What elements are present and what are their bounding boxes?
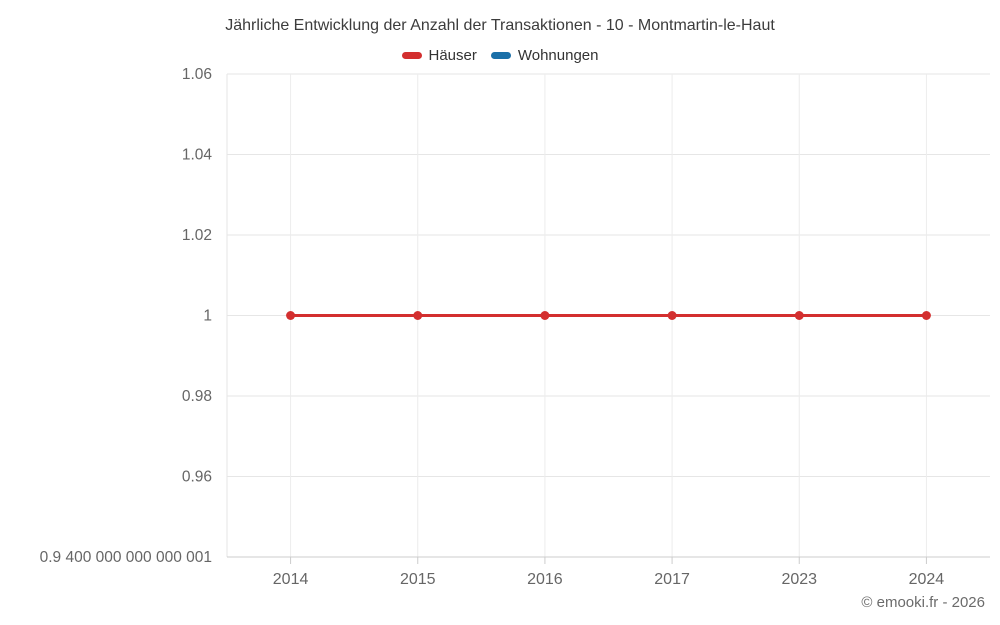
y-axis-tick-label: 1	[203, 308, 212, 325]
data-point-häuser-2014[interactable]	[286, 311, 296, 320]
data-point-häuser-2024[interactable]	[921, 311, 931, 320]
data-point-häuser-2015[interactable]	[413, 311, 423, 320]
y-axis-tick-label: 1.04	[182, 147, 213, 164]
x-axis-tick-label: 2014	[273, 571, 309, 588]
data-point-häuser-2017[interactable]	[667, 311, 677, 320]
y-axis-tick-label: 0.9 400 000 000 000 001	[40, 549, 212, 566]
x-axis-tick-label: 2015	[400, 571, 436, 588]
legend: Häuser Wohnungen	[0, 47, 1000, 64]
data-point-häuser-2023[interactable]	[794, 311, 804, 320]
legend-swatch-wohnungen	[490, 52, 511, 59]
data-point-häuser-2016[interactable]	[540, 311, 550, 320]
legend-item-haeuser[interactable]: Häuser	[401, 47, 477, 64]
y-axis-tick-label: 0.96	[182, 469, 212, 486]
chart-title: Jährliche Entwicklung der Anzahl der Tra…	[225, 17, 775, 34]
legend-item-wohnungen[interactable]: Wohnungen	[490, 47, 599, 64]
y-axis-tick-label: 0.98	[182, 388, 212, 405]
x-axis-tick-label: 2016	[527, 571, 563, 588]
attribution-text: © emooki.fr - 2026	[861, 594, 985, 611]
legend-swatch-haeuser	[401, 52, 422, 59]
x-axis-tick-label: 2024	[909, 571, 945, 588]
legend-label-wohnungen: Wohnungen	[517, 47, 599, 64]
legend-label-haeuser: Häuser	[428, 47, 477, 64]
x-axis-tick-label: 2023	[781, 571, 817, 588]
x-axis-tick-label: 2017	[654, 571, 690, 588]
y-axis-tick-label: 1.06	[182, 66, 212, 83]
y-axis-tick-label: 1.02	[182, 227, 212, 244]
